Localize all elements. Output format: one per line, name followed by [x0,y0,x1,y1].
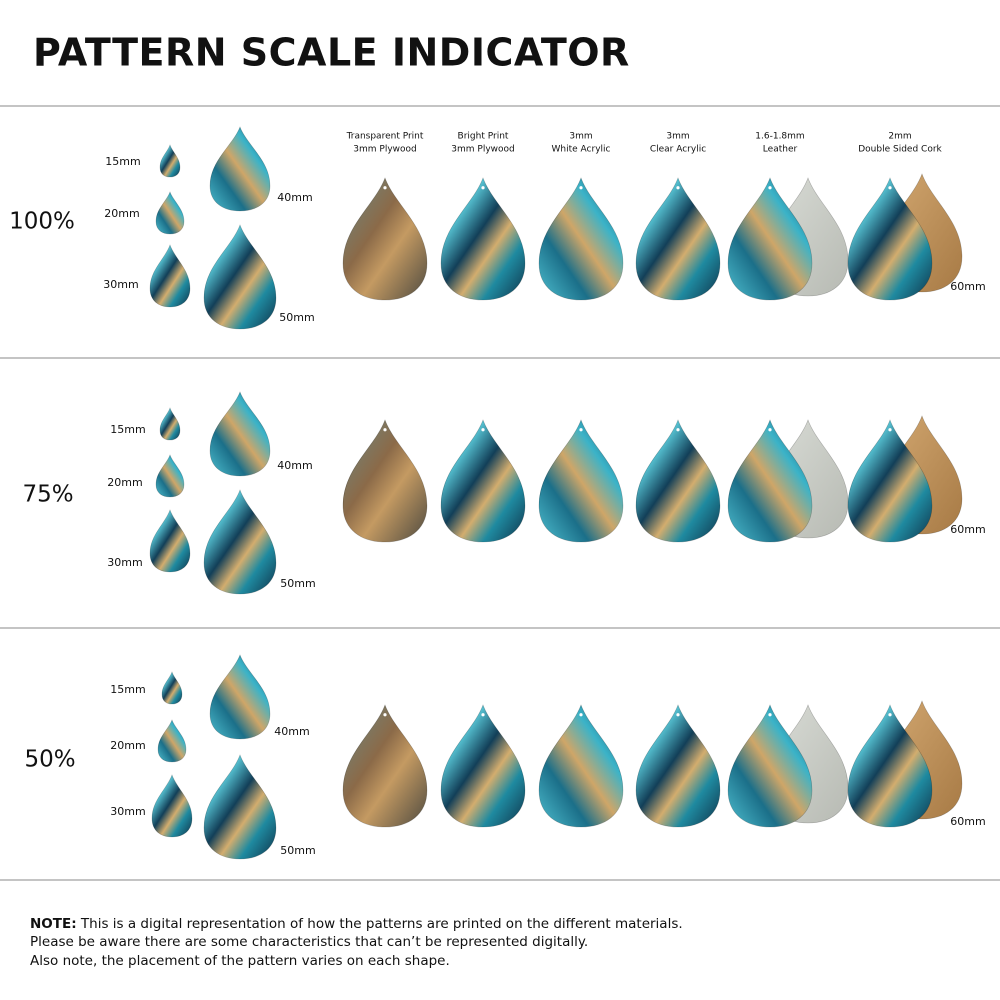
teardrop [159,144,181,178]
hole [481,186,485,190]
teardrop [538,177,624,301]
size-label: 40mm [277,191,312,204]
teardrop [161,671,183,705]
scale-label: 75% [22,482,73,508]
material-detail: 3mm Plywood [353,145,416,155]
hole [676,713,680,717]
size-label: 30mm [103,278,138,291]
size-label: 60mm [950,815,985,828]
material-name: 1.6-1.8mm [755,132,804,142]
teardrop [209,126,271,212]
teardrop [847,177,933,301]
size-label: 15mm [110,423,145,436]
teardrop [538,419,624,543]
hole [481,713,485,717]
hole [888,186,892,190]
teardrop [342,419,428,543]
teardrop [847,704,933,828]
hole [383,428,387,432]
size-label: 20mm [110,739,145,752]
hole [579,186,583,190]
size-label: 20mm [104,207,139,220]
note-line: NOTE: This is a digital representation o… [30,916,683,932]
teardrop [157,719,187,763]
hole [579,428,583,432]
scale-label: 100% [9,209,75,235]
note-line: Also note, the placement of the pattern … [30,953,450,969]
teardrop [209,654,271,740]
teardrop [727,419,813,543]
material-detail: Leather [763,145,798,155]
material-name: 3mm [666,132,689,142]
teardrop [149,244,191,308]
teardrop [440,177,526,301]
hole [888,428,892,432]
note-text: This is a digital representation of how … [80,916,683,932]
material-detail: 3mm Plywood [451,145,514,155]
hole [768,713,772,717]
teardrop [203,224,277,330]
teardrop [635,177,721,301]
teardrop [727,177,813,301]
note-label: NOTE: [30,916,77,932]
material-detail: Double Sided Cork [858,145,942,155]
material-name: Bright Print [458,132,509,142]
material-name: 2mm [888,132,911,142]
teardrop [635,704,721,828]
material-detail: White Acrylic [552,145,611,155]
note-line: Please be aware there are some character… [30,934,588,950]
material-name: 3mm [569,132,592,142]
page-title: PATTERN SCALE INDICATOR [33,31,630,75]
size-label: 60mm [950,523,985,536]
size-label: 30mm [107,556,142,569]
teardrop [203,754,277,860]
hole [579,713,583,717]
teardrop [727,704,813,828]
size-label: 50mm [280,577,315,590]
size-label: 60mm [950,280,985,293]
size-label: 15mm [105,155,140,168]
size-label: 40mm [274,725,309,738]
size-label: 50mm [280,844,315,857]
teardrop [342,704,428,828]
hole [676,428,680,432]
material-name: Transparent Print [346,132,424,142]
size-label: 30mm [110,805,145,818]
hole [888,713,892,717]
size-label: 40mm [277,459,312,472]
scale-label: 50% [24,747,75,773]
teardrop [159,407,181,441]
teardrop [149,509,191,573]
hole [383,186,387,190]
hole [481,428,485,432]
teardrop [847,419,933,543]
teardrop [342,177,428,301]
hole [676,186,680,190]
teardrop [440,704,526,828]
teardrop [203,489,277,595]
size-label: 20mm [107,476,142,489]
teardrop [209,391,271,477]
material-detail: Clear Acrylic [650,145,706,155]
hole [768,428,772,432]
teardrop [635,419,721,543]
teardrop [151,774,193,838]
teardrop [440,419,526,543]
hole [768,186,772,190]
size-label: 50mm [279,311,314,324]
teardrop [538,704,624,828]
hole [383,713,387,717]
teardrop [155,454,185,498]
size-label: 15mm [110,683,145,696]
teardrop [155,191,185,235]
